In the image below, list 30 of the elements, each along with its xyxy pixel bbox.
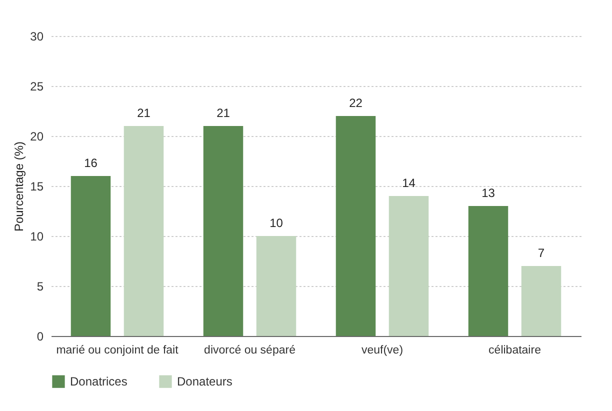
data-label: 16 bbox=[84, 156, 98, 170]
data-label: 7 bbox=[538, 246, 545, 260]
y-tick-label: 0 bbox=[36, 330, 44, 344]
y-tick-label: 20 bbox=[30, 130, 44, 144]
legend-label: Donateurs bbox=[177, 374, 232, 389]
bar bbox=[70, 176, 111, 336]
legend-label: Donatrices bbox=[70, 374, 128, 389]
data-label: 22 bbox=[349, 96, 363, 110]
bar bbox=[256, 236, 296, 336]
bar bbox=[468, 206, 508, 336]
data-label: 14 bbox=[402, 176, 416, 190]
x-tick-label: célibataire bbox=[488, 344, 541, 356]
bar bbox=[388, 196, 429, 336]
y-tick-label: 30 bbox=[30, 30, 44, 44]
y-tick-label: 10 bbox=[30, 230, 44, 244]
x-tick-label: marié ou conjoint de fait bbox=[56, 344, 180, 356]
y-axis-title: Pourcentage (%) bbox=[12, 141, 26, 232]
data-label: 13 bbox=[482, 186, 496, 200]
bar bbox=[336, 116, 376, 336]
y-tick-label: 5 bbox=[36, 280, 44, 294]
bar bbox=[521, 266, 562, 336]
y-tick-label: 25 bbox=[30, 80, 44, 94]
bar bbox=[124, 126, 164, 336]
data-label: 21 bbox=[137, 106, 151, 120]
data-label: 21 bbox=[216, 106, 230, 120]
data-label: 10 bbox=[270, 216, 284, 230]
x-tick-label: divorcé ou séparé bbox=[204, 344, 296, 356]
y-tick-label: 15 bbox=[30, 180, 44, 194]
x-tick-label: veuf(ve) bbox=[361, 344, 404, 356]
bar bbox=[203, 126, 244, 336]
